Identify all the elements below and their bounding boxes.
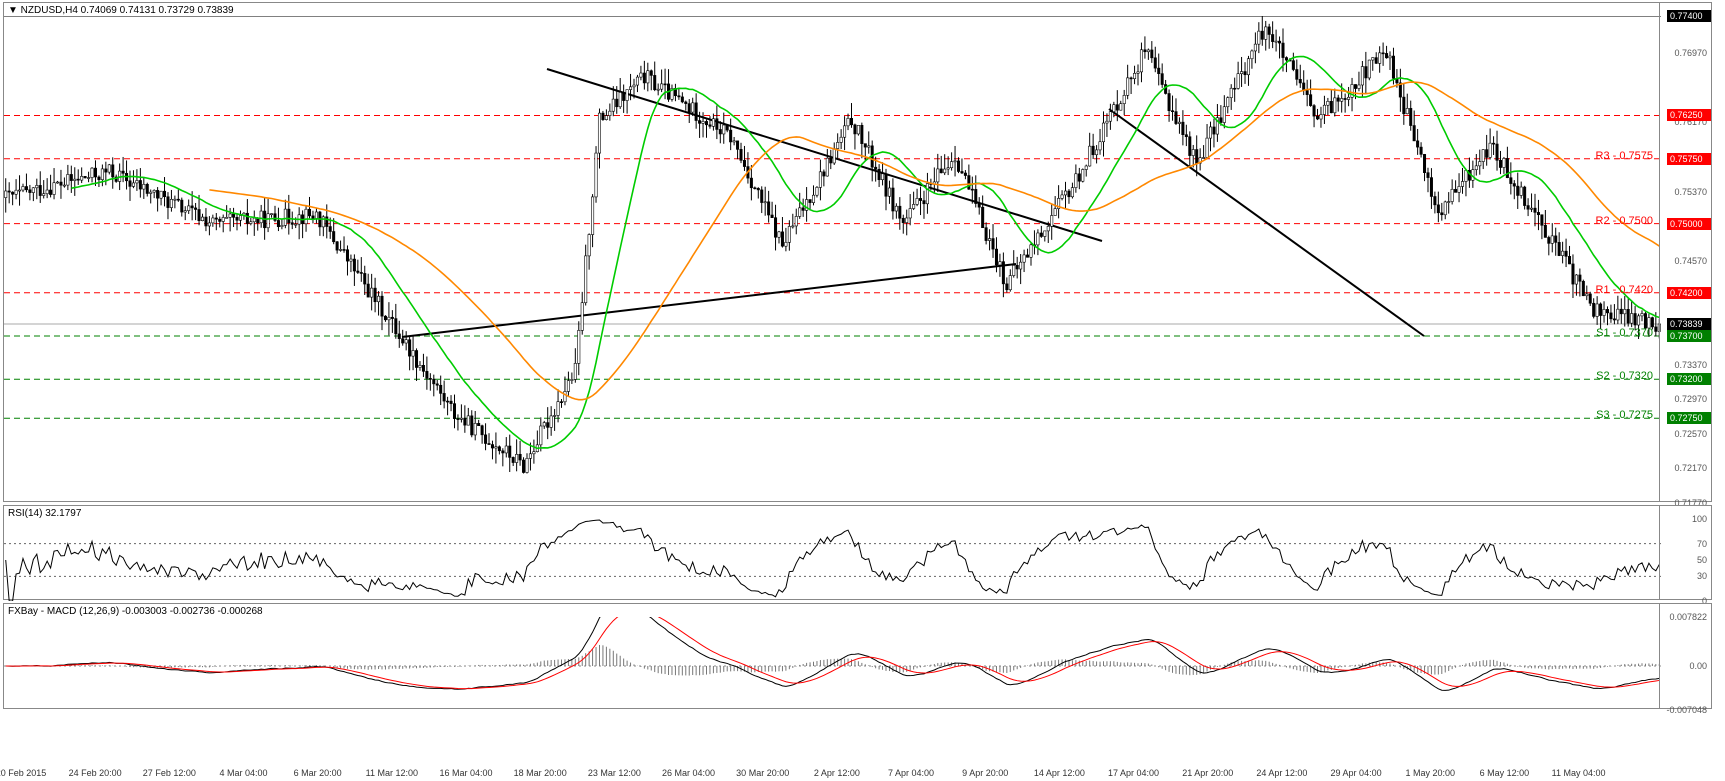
main-chart-title: ▼ NZDUSD,H4 0.74069 0.74131 0.73729 0.73… bbox=[8, 5, 234, 16]
y-tick-label: 0.75370 bbox=[1674, 187, 1707, 197]
x-tick-label: 4 Mar 04:00 bbox=[219, 768, 267, 778]
macd-title: FXBay - MACD (12,26,9) -0.003003 -0.0027… bbox=[8, 606, 263, 617]
rsi-y-tick: 100 bbox=[1692, 514, 1707, 524]
rsi-y-tick: 30 bbox=[1697, 571, 1707, 581]
macd-y-tick: 0.00 bbox=[1689, 661, 1707, 671]
macd-svg[interactable] bbox=[4, 617, 1661, 710]
price-tag: 0.77400 bbox=[1667, 10, 1711, 22]
price-tag: 0.73200 bbox=[1667, 373, 1711, 385]
y-tick-label: 0.73370 bbox=[1674, 360, 1707, 370]
x-tick-label: 26 Mar 04:00 bbox=[662, 768, 715, 778]
macd-y-axis: 0.0078220.00-0.007048 bbox=[1659, 604, 1711, 708]
x-tick-label: 23 Mar 12:00 bbox=[588, 768, 641, 778]
x-tick-label: 24 Feb 20:00 bbox=[69, 768, 122, 778]
rsi-indicator-chart[interactable]: RSI(14) 32.1797 0305070100 bbox=[3, 505, 1712, 600]
main-plot-area[interactable] bbox=[4, 16, 1659, 501]
support-resistance-label: R2 - 0.7500 bbox=[1596, 215, 1653, 227]
rsi-y-axis: 0305070100 bbox=[1659, 506, 1711, 599]
x-tick-label: 1 May 20:00 bbox=[1405, 768, 1455, 778]
price-tag: 0.73700 bbox=[1667, 330, 1711, 342]
price-tag: 0.74200 bbox=[1667, 287, 1711, 299]
price-tag: 0.75000 bbox=[1667, 218, 1711, 230]
rsi-plot-area[interactable] bbox=[4, 519, 1659, 599]
main-chart-svg[interactable] bbox=[4, 16, 1661, 503]
x-tick-label: 7 Apr 04:00 bbox=[888, 768, 934, 778]
x-tick-label: 2 Apr 12:00 bbox=[814, 768, 860, 778]
x-tick-label: 9 Apr 20:00 bbox=[962, 768, 1008, 778]
x-tick-label: 6 Mar 20:00 bbox=[294, 768, 342, 778]
rsi-y-tick: 70 bbox=[1697, 539, 1707, 549]
x-tick-label: 29 Apr 04:00 bbox=[1331, 768, 1382, 778]
price-tag: 0.73839 bbox=[1667, 318, 1711, 330]
main-price-chart[interactable]: ▼ NZDUSD,H4 0.74069 0.74131 0.73729 0.73… bbox=[3, 2, 1712, 502]
y-tick-label: 0.74570 bbox=[1674, 256, 1707, 266]
main-y-axis: 0.774000.769700.762500.761700.757500.753… bbox=[1659, 3, 1711, 501]
x-tick-label: 17 Apr 04:00 bbox=[1108, 768, 1159, 778]
time-x-axis: 20 Feb 2015 24 Feb 20:00 27 Feb 12:00 4 Mar… bbox=[3, 762, 1660, 778]
rsi-svg[interactable] bbox=[4, 519, 1661, 601]
x-tick-label: 14 Apr 12:00 bbox=[1034, 768, 1085, 778]
x-tick-label: 16 Mar 04:00 bbox=[439, 768, 492, 778]
x-tick-label: 27 Feb 12:00 bbox=[143, 768, 196, 778]
support-resistance-label: S1 - 0.7370 bbox=[1596, 327, 1653, 339]
support-resistance-label: R3 - 0.7575 bbox=[1596, 150, 1653, 162]
support-resistance-label: S2 - 0.7320 bbox=[1596, 370, 1653, 382]
macd-y-tick: 0.007822 bbox=[1669, 612, 1707, 622]
price-tag: 0.72750 bbox=[1667, 412, 1711, 424]
macd-plot-area[interactable] bbox=[4, 617, 1659, 708]
x-tick-label: 18 Mar 20:00 bbox=[514, 768, 567, 778]
y-tick-label: 0.76970 bbox=[1674, 48, 1707, 58]
y-tick-label: 0.72970 bbox=[1674, 394, 1707, 404]
x-tick-label: 30 Mar 20:00 bbox=[736, 768, 789, 778]
rsi-title: RSI(14) 32.1797 bbox=[8, 508, 81, 519]
x-tick-label: 11 Mar 12:00 bbox=[366, 768, 418, 778]
y-tick-label: 0.72170 bbox=[1674, 463, 1707, 473]
x-tick-label: 21 Apr 20:00 bbox=[1182, 768, 1233, 778]
x-tick-label: 24 Apr 12:00 bbox=[1256, 768, 1307, 778]
rsi-y-tick: 50 bbox=[1697, 555, 1707, 565]
support-resistance-label: S3 - 0.7275 bbox=[1596, 409, 1653, 421]
x-tick-label: 11 May 04:00 bbox=[1552, 768, 1606, 778]
price-tag: 0.75750 bbox=[1667, 153, 1711, 165]
macd-indicator-chart[interactable]: FXBay - MACD (12,26,9) -0.003003 -0.0027… bbox=[3, 603, 1712, 709]
x-tick-label: 20 Feb 2015 bbox=[0, 768, 46, 778]
x-tick-label: 6 May 12:00 bbox=[1480, 768, 1530, 778]
support-resistance-label: R1 - 0.7420 bbox=[1596, 284, 1653, 296]
macd-y-tick: -0.007048 bbox=[1666, 705, 1707, 715]
y-tick-label: 0.72570 bbox=[1674, 429, 1707, 439]
price-tag: 0.76250 bbox=[1667, 109, 1711, 121]
